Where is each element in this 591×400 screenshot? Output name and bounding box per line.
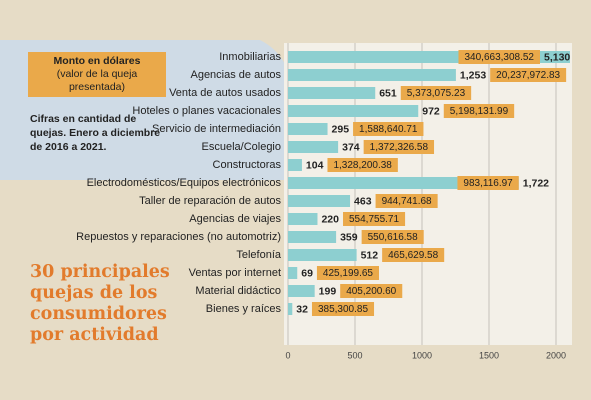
- x-tick-label: 2000: [546, 350, 566, 360]
- amount-label: 1,372,326.58: [370, 142, 429, 153]
- count-label: 295: [332, 123, 350, 135]
- y-tick-label: Repuestos y reparaciones (no automotriz): [76, 231, 281, 243]
- bar: [288, 69, 456, 81]
- y-tick-label: Servicio de intermediación: [152, 123, 281, 135]
- bar: [288, 141, 339, 153]
- amount-label: 20,237,972.83: [496, 70, 560, 81]
- amount-box: [363, 140, 435, 154]
- y-tick-label: Constructoras: [213, 159, 282, 171]
- amount-label: 425,199.65: [323, 268, 373, 279]
- x-tick-label: 1000: [412, 350, 432, 360]
- y-tick-label: Electrodomésticos/Equipos electrónicos: [87, 177, 282, 189]
- amount-label: 550,616.58: [368, 232, 418, 243]
- legend-note: (valor de la queja presentada): [56, 68, 138, 93]
- y-tick-label: Inmobiliarias: [219, 51, 281, 63]
- count-label: 220: [321, 213, 339, 225]
- count-label: 104: [306, 159, 324, 171]
- amount-box: [316, 266, 379, 280]
- amount-label: 554,755.71: [349, 214, 399, 225]
- amount-box: [311, 302, 375, 316]
- count-label: 199: [319, 285, 337, 297]
- amount-box: [458, 50, 540, 64]
- amount-label: 405,200.60: [346, 286, 396, 297]
- amount-box: [490, 68, 567, 82]
- amount-box: [400, 86, 472, 100]
- bar: [288, 303, 293, 315]
- count-label: 359: [340, 231, 358, 243]
- bar: [288, 159, 302, 171]
- x-tick-label: 1500: [479, 350, 499, 360]
- count-label: 1,722: [523, 177, 549, 189]
- count-label: 512: [361, 249, 379, 261]
- amount-box: [382, 248, 445, 262]
- count-label: 1,253: [460, 69, 486, 81]
- amount-label: 340,663,308.52: [464, 52, 534, 63]
- y-tick-label: Venta de autos usados: [169, 87, 281, 99]
- y-tick-label: Ventas por internet: [189, 267, 281, 279]
- y-tick-label: Material didáctico: [195, 285, 281, 297]
- count-label: 651: [379, 87, 397, 99]
- y-tick-label: Agencias de viajes: [189, 213, 281, 225]
- x-tick-label: 0: [285, 350, 290, 360]
- amount-box: [443, 104, 515, 118]
- count-label: 972: [422, 105, 440, 117]
- count-label: 374: [342, 141, 360, 153]
- amount-label: 983,116.97: [463, 178, 513, 189]
- chart-title: 30 principales quejas de los consumidore…: [30, 262, 170, 345]
- amount-box: [343, 212, 406, 226]
- y-tick-label: Hoteles o planes vacacionales: [132, 105, 281, 117]
- count-label: 32: [296, 303, 308, 315]
- amount-box: [353, 122, 424, 136]
- bar: [288, 267, 298, 279]
- amount-label: 465,629.58: [388, 250, 438, 261]
- amount-box: [327, 158, 398, 172]
- count-label: 5,130: [544, 51, 570, 63]
- y-tick-label: Bienes y raíces: [206, 303, 282, 315]
- bar: [288, 123, 328, 135]
- x-tick-label: 500: [347, 350, 362, 360]
- y-tick-label: Escuela/Colegio: [202, 141, 282, 153]
- amount-box: [340, 284, 403, 298]
- amount-label: 1,328,200.38: [333, 160, 392, 171]
- amount-box: [457, 176, 519, 190]
- amount-box: [361, 230, 424, 244]
- bar: [288, 231, 337, 243]
- bar: [288, 249, 357, 261]
- bar: [288, 213, 318, 225]
- amount-label: 1,588,640.71: [359, 124, 418, 135]
- note: Cifras en cantidad de quejas. Enero a di…: [30, 113, 161, 153]
- amount-box: [375, 194, 438, 208]
- amount-label: 5,198,131.99: [450, 106, 509, 117]
- amount-label: 944,741.68: [382, 196, 432, 207]
- legend: Monto en dólares (valor de la queja prese…: [28, 52, 166, 97]
- y-tick-label: Taller de reparación de autos: [139, 195, 281, 207]
- y-tick-label: Telefonía: [236, 249, 282, 261]
- amount-label: 5,373,075.23: [407, 88, 466, 99]
- bar: [288, 105, 419, 117]
- bar: [288, 285, 315, 297]
- count-label: 69: [301, 267, 313, 279]
- amount-label: 385,300.85: [318, 304, 368, 315]
- count-label: 463: [354, 195, 372, 207]
- y-tick-label: Agencias de autos: [190, 69, 281, 81]
- bar: [288, 87, 376, 99]
- bar: [288, 195, 351, 207]
- legend-title: Monto en dólares: [53, 55, 141, 67]
